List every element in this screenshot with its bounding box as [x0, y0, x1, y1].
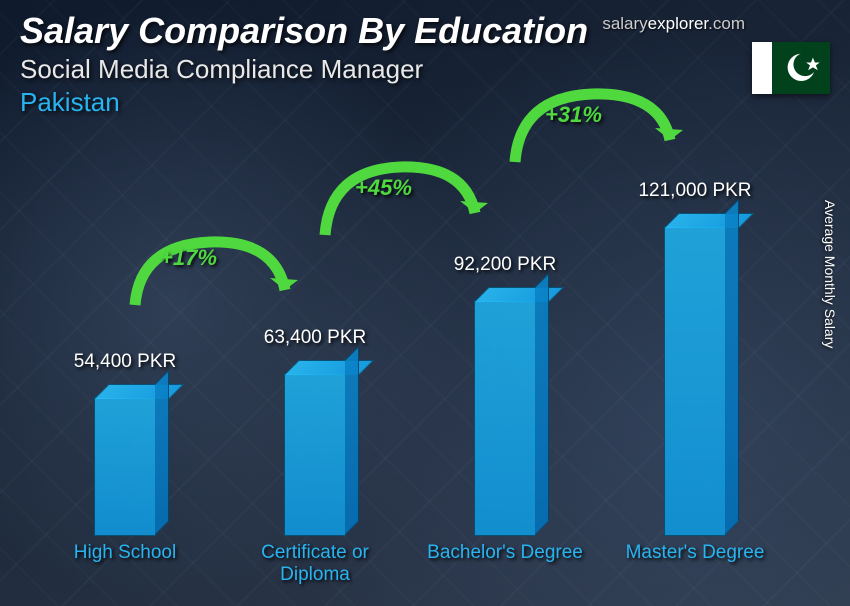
bar-value: 92,200 PKR: [454, 254, 556, 276]
chart-country: Pakistan: [20, 87, 830, 118]
bar-value: 121,000 PKR: [638, 180, 751, 202]
bar-group: 63,400 PKR: [231, 327, 398, 536]
bar: [474, 300, 536, 536]
increment-label: +17%: [160, 245, 217, 271]
flag-field: [772, 42, 831, 94]
flag-stripe: [752, 42, 772, 94]
watermark: salaryexplorer.com: [602, 14, 745, 34]
x-label: Master's Degree: [611, 542, 778, 586]
x-label: High School: [41, 542, 208, 586]
increment-arrow-icon: [120, 230, 300, 320]
watermark-prefix: salary: [602, 14, 647, 33]
increment-label: +31%: [545, 102, 602, 128]
chart-subtitle: Social Media Compliance Manager: [20, 54, 830, 85]
bar: [284, 373, 346, 536]
bar: [94, 397, 156, 536]
bar-group: 92,200 PKR: [421, 254, 588, 536]
x-label: Certificate or Diploma: [231, 542, 398, 586]
bar-value: 54,400 PKR: [74, 351, 176, 373]
flag-crescent-star-icon: [772, 42, 830, 93]
bar: [664, 226, 726, 536]
bar-value: 63,400 PKR: [264, 327, 366, 349]
bar-group: 54,400 PKR: [41, 351, 208, 536]
watermark-mid: explorer: [648, 14, 708, 33]
bar-group: 121,000 PKR: [611, 180, 778, 536]
watermark-suffix: .com: [708, 14, 745, 33]
x-labels: High School Certificate or Diploma Bache…: [30, 542, 790, 586]
flag-pakistan: [752, 42, 830, 94]
y-axis-label: Average Monthly Salary: [822, 200, 838, 348]
x-label: Bachelor's Degree: [421, 542, 588, 586]
increment-label: +45%: [355, 175, 412, 201]
